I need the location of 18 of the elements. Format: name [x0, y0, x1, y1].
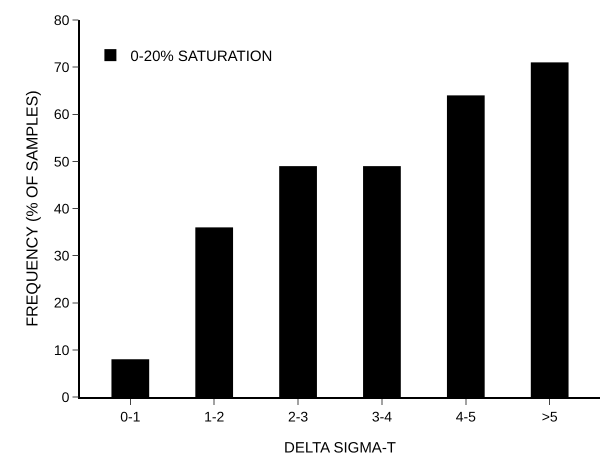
x-tick-label: >5 [542, 408, 558, 425]
y-axis-title: FREQUENCY (% OF SAMPLES) [24, 90, 42, 327]
y-tick-label: 50 [54, 153, 70, 170]
y-tick-label: 20 [54, 294, 70, 311]
y-tick-label: 30 [54, 248, 70, 264]
x-axis-title: DELTA SIGMA-T [284, 440, 396, 456]
legend-label: 0-20% SATURATION [130, 48, 272, 65]
x-tick-label: 3-4 [372, 408, 392, 425]
x-tick-label: 2-3 [288, 408, 308, 425]
y-tick-label: 40 [54, 200, 70, 216]
x-tick-label: 1-2 [204, 408, 225, 425]
x-tick-label: 0-1 [120, 408, 141, 425]
y-tick-label: 80 [54, 12, 70, 28]
y-tick-label: 0 [62, 388, 70, 405]
y-tick-label: 10 [54, 342, 70, 358]
x-tick-label: 4-5 [456, 408, 476, 425]
y-tick-label: 70 [54, 59, 70, 76]
y-tick-label: 60 [54, 106, 70, 122]
